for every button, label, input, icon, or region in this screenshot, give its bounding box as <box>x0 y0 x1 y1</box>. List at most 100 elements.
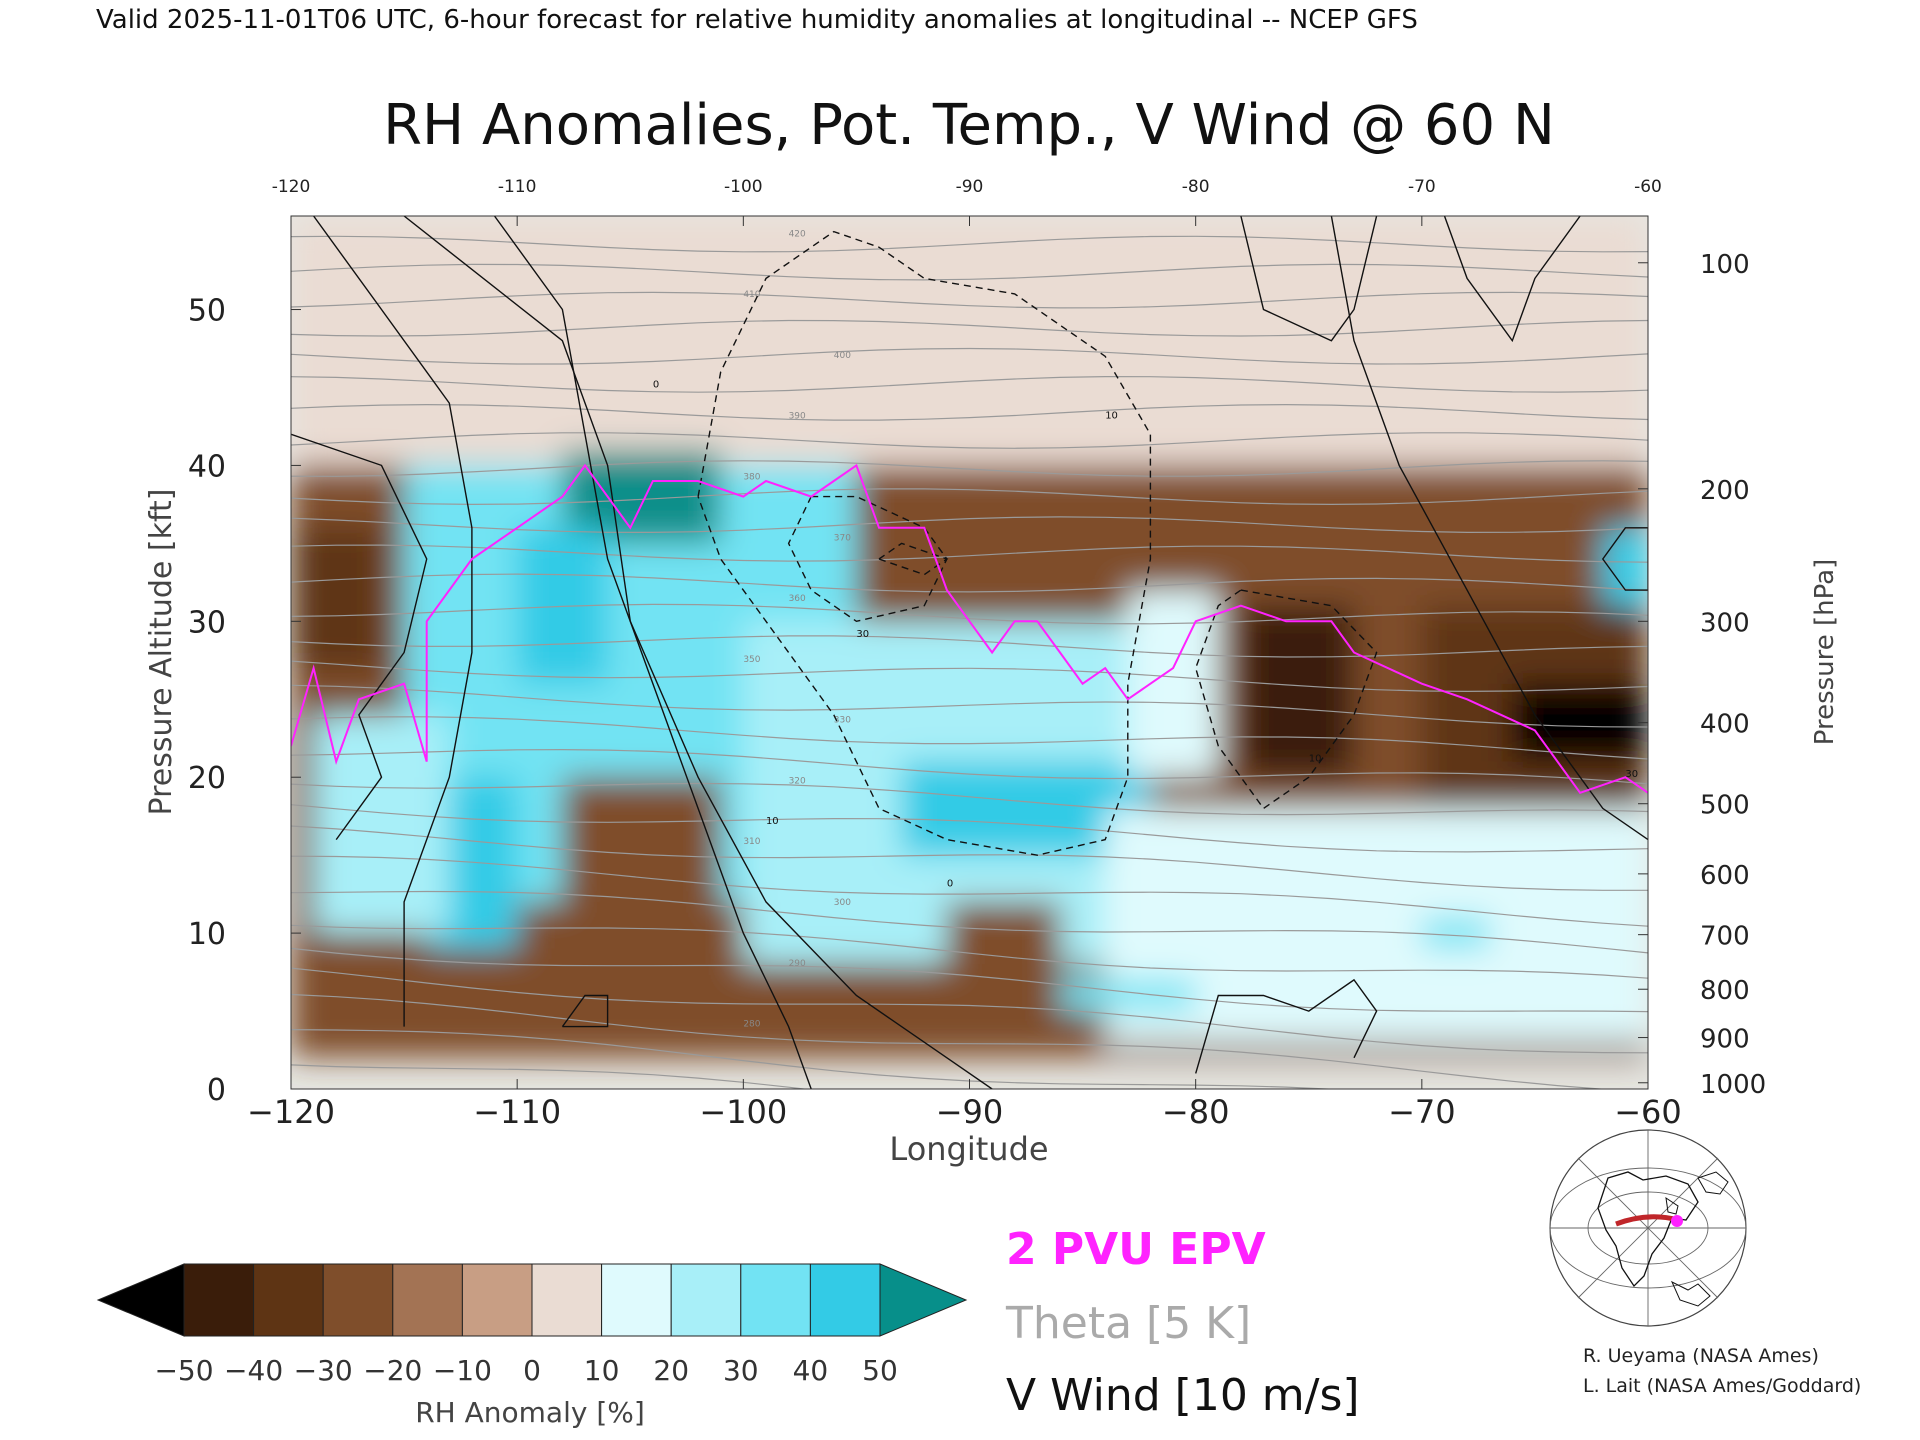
v-wind-contour <box>313 216 473 1027</box>
rh-anomaly-shading <box>291 216 1648 1058</box>
colorbar-tick-label: −10 <box>433 1354 492 1387</box>
theta-contour-label: 360 <box>789 594 806 604</box>
y-tick-label: 0 <box>207 1073 226 1108</box>
valid-time-line: Valid 2025-11-01T06 UTC, 6-hour forecast… <box>96 5 1418 35</box>
colorbar-segment <box>601 1263 672 1337</box>
v-wind-contour <box>878 542 949 576</box>
pressure-tick-label: 800 <box>1700 976 1750 1006</box>
v-wind-contour <box>1330 216 1648 841</box>
theta-contour-label: 280 <box>743 1020 760 1030</box>
theta-contour <box>291 890 1648 954</box>
legend-v-wind: V Wind [10 m/s] <box>1006 1370 1360 1421</box>
theta-contour <box>291 460 1648 477</box>
colorbar-segment <box>253 1263 324 1337</box>
plot-area: 2802903003103203303503603703803904004104… <box>291 216 1648 1089</box>
x-top-tick-label: -120 <box>272 177 311 197</box>
credit-ueyama: R. Ueyama (NASA Ames) <box>1583 1345 1819 1367</box>
theta-contour <box>291 375 1648 393</box>
x-tick-label: −110 <box>473 1093 561 1131</box>
rh-anomaly-cell <box>1421 917 1490 949</box>
theta-contour <box>291 403 1648 421</box>
v-wind-contours: 0 0 10 10 10 30 30 <box>291 216 1648 1089</box>
v-wind-contour-label: 30 <box>1625 769 1638 780</box>
theta-contour <box>291 319 1648 337</box>
y-tick-label: 20 <box>188 761 226 796</box>
v-wind-contour <box>1601 527 1648 591</box>
v-wind-contour <box>787 495 948 623</box>
locator-map <box>1549 1129 1747 1327</box>
y-tick-label: 50 <box>188 294 226 329</box>
colorbar: −50 −40 −30 −20 −10 0 10 20 30 40 50 <box>96 1263 968 1387</box>
theta-contour-label: 380 <box>743 472 760 482</box>
v-wind-contour-label: 0 <box>947 878 953 889</box>
theta-contour-label: 320 <box>789 776 806 786</box>
rh-anomaly-cell <box>562 777 721 1058</box>
legend: 2 PVU EPV Theta [5 K] V Wind [10 m/s] <box>1005 1224 1360 1421</box>
v-wind-contour <box>1195 978 1378 1074</box>
colorbar-tick-label: 10 <box>584 1354 620 1387</box>
v-wind-contour <box>403 216 993 1089</box>
theta-contour <box>291 432 1648 449</box>
colorbar-tick-label: 20 <box>653 1354 689 1387</box>
x-top-tick-label: -60 <box>1634 177 1662 197</box>
colorbar-segment <box>670 1263 742 1337</box>
rh-anomaly-cell <box>946 901 1060 1027</box>
theta-contour-label: 310 <box>743 837 760 847</box>
x-tick-label: −90 <box>936 1093 1004 1131</box>
theta-contours: 2802903003103203303503603703803904004104… <box>291 229 1648 1089</box>
x-top-tick-label: -100 <box>724 177 763 197</box>
x-tick-label: −70 <box>1388 1093 1456 1131</box>
rh-anomaly-cell <box>291 216 1648 466</box>
theta-contour <box>291 1064 809 1089</box>
v-wind-contour <box>1443 216 1581 343</box>
y-tick-label: 40 <box>188 449 226 484</box>
colorbar-segment <box>461 1263 533 1337</box>
legend-theta: Theta [5 K] <box>1005 1298 1251 1349</box>
rh-anomaly-cell <box>1602 527 1648 606</box>
theta-contour <box>291 684 1648 728</box>
theta-contour <box>291 291 1648 309</box>
axes: −120 -120 −110 -110 −100 -100 −90 -90 −80 -80 −70 -… <box>188 177 1766 1131</box>
v-wind-contour <box>1240 216 1378 342</box>
pressure-tick-label: 700 <box>1700 922 1750 952</box>
theta-contour-label: 420 <box>789 229 806 239</box>
x-tick-label: −100 <box>699 1093 787 1131</box>
x-tick-label: −60 <box>1614 1093 1682 1131</box>
colorbar-tick-label: −20 <box>363 1354 422 1387</box>
theta-contour <box>291 716 1648 760</box>
y-axis-label-right: Pressure [hPa] <box>1810 559 1840 746</box>
legend-epv: 2 PVU EPV <box>1006 1224 1266 1275</box>
pressure-tick-label: 500 <box>1700 791 1750 821</box>
theta-contour <box>291 947 1648 1013</box>
x-top-tick-label: -80 <box>1182 177 1210 197</box>
colorbar-segment <box>531 1263 603 1337</box>
colorbar-arrow-high <box>879 1263 968 1337</box>
colorbar-tick-label: −30 <box>294 1354 353 1387</box>
v-wind-contour-label: 10 <box>766 816 779 827</box>
colorbar-arrow-low <box>96 1263 185 1337</box>
epv-2pvu-contour <box>291 463 1648 794</box>
y-tick-label: 10 <box>188 917 226 952</box>
v-wind-contour <box>1194 589 1378 810</box>
theta-contour <box>291 855 1648 927</box>
x-axis-label: Longitude <box>889 1130 1048 1168</box>
theta-contour-label: 400 <box>834 351 851 361</box>
theta-contour <box>291 235 1648 253</box>
theta-contour <box>291 804 1648 853</box>
colorbar-tick-label: −50 <box>154 1354 213 1387</box>
x-top-tick-label: -110 <box>498 177 537 197</box>
theta-contour <box>291 516 1648 534</box>
colorbar-label: RH Anomaly [%] <box>415 1396 645 1429</box>
v-wind-contour <box>697 230 1152 856</box>
colorbar-tick-label: 40 <box>793 1354 829 1387</box>
pressure-tick-label: 600 <box>1700 861 1750 891</box>
pressure-tick-label: 200 <box>1700 476 1750 506</box>
theta-contour <box>291 544 1648 563</box>
v-wind-contour <box>493 216 812 1089</box>
colorbar-segment <box>322 1263 394 1337</box>
rh-anomaly-cell <box>313 714 450 934</box>
theta-contour-label: 330 <box>834 716 851 726</box>
theta-contour <box>291 603 1648 625</box>
pressure-tick-label: 900 <box>1700 1025 1750 1055</box>
